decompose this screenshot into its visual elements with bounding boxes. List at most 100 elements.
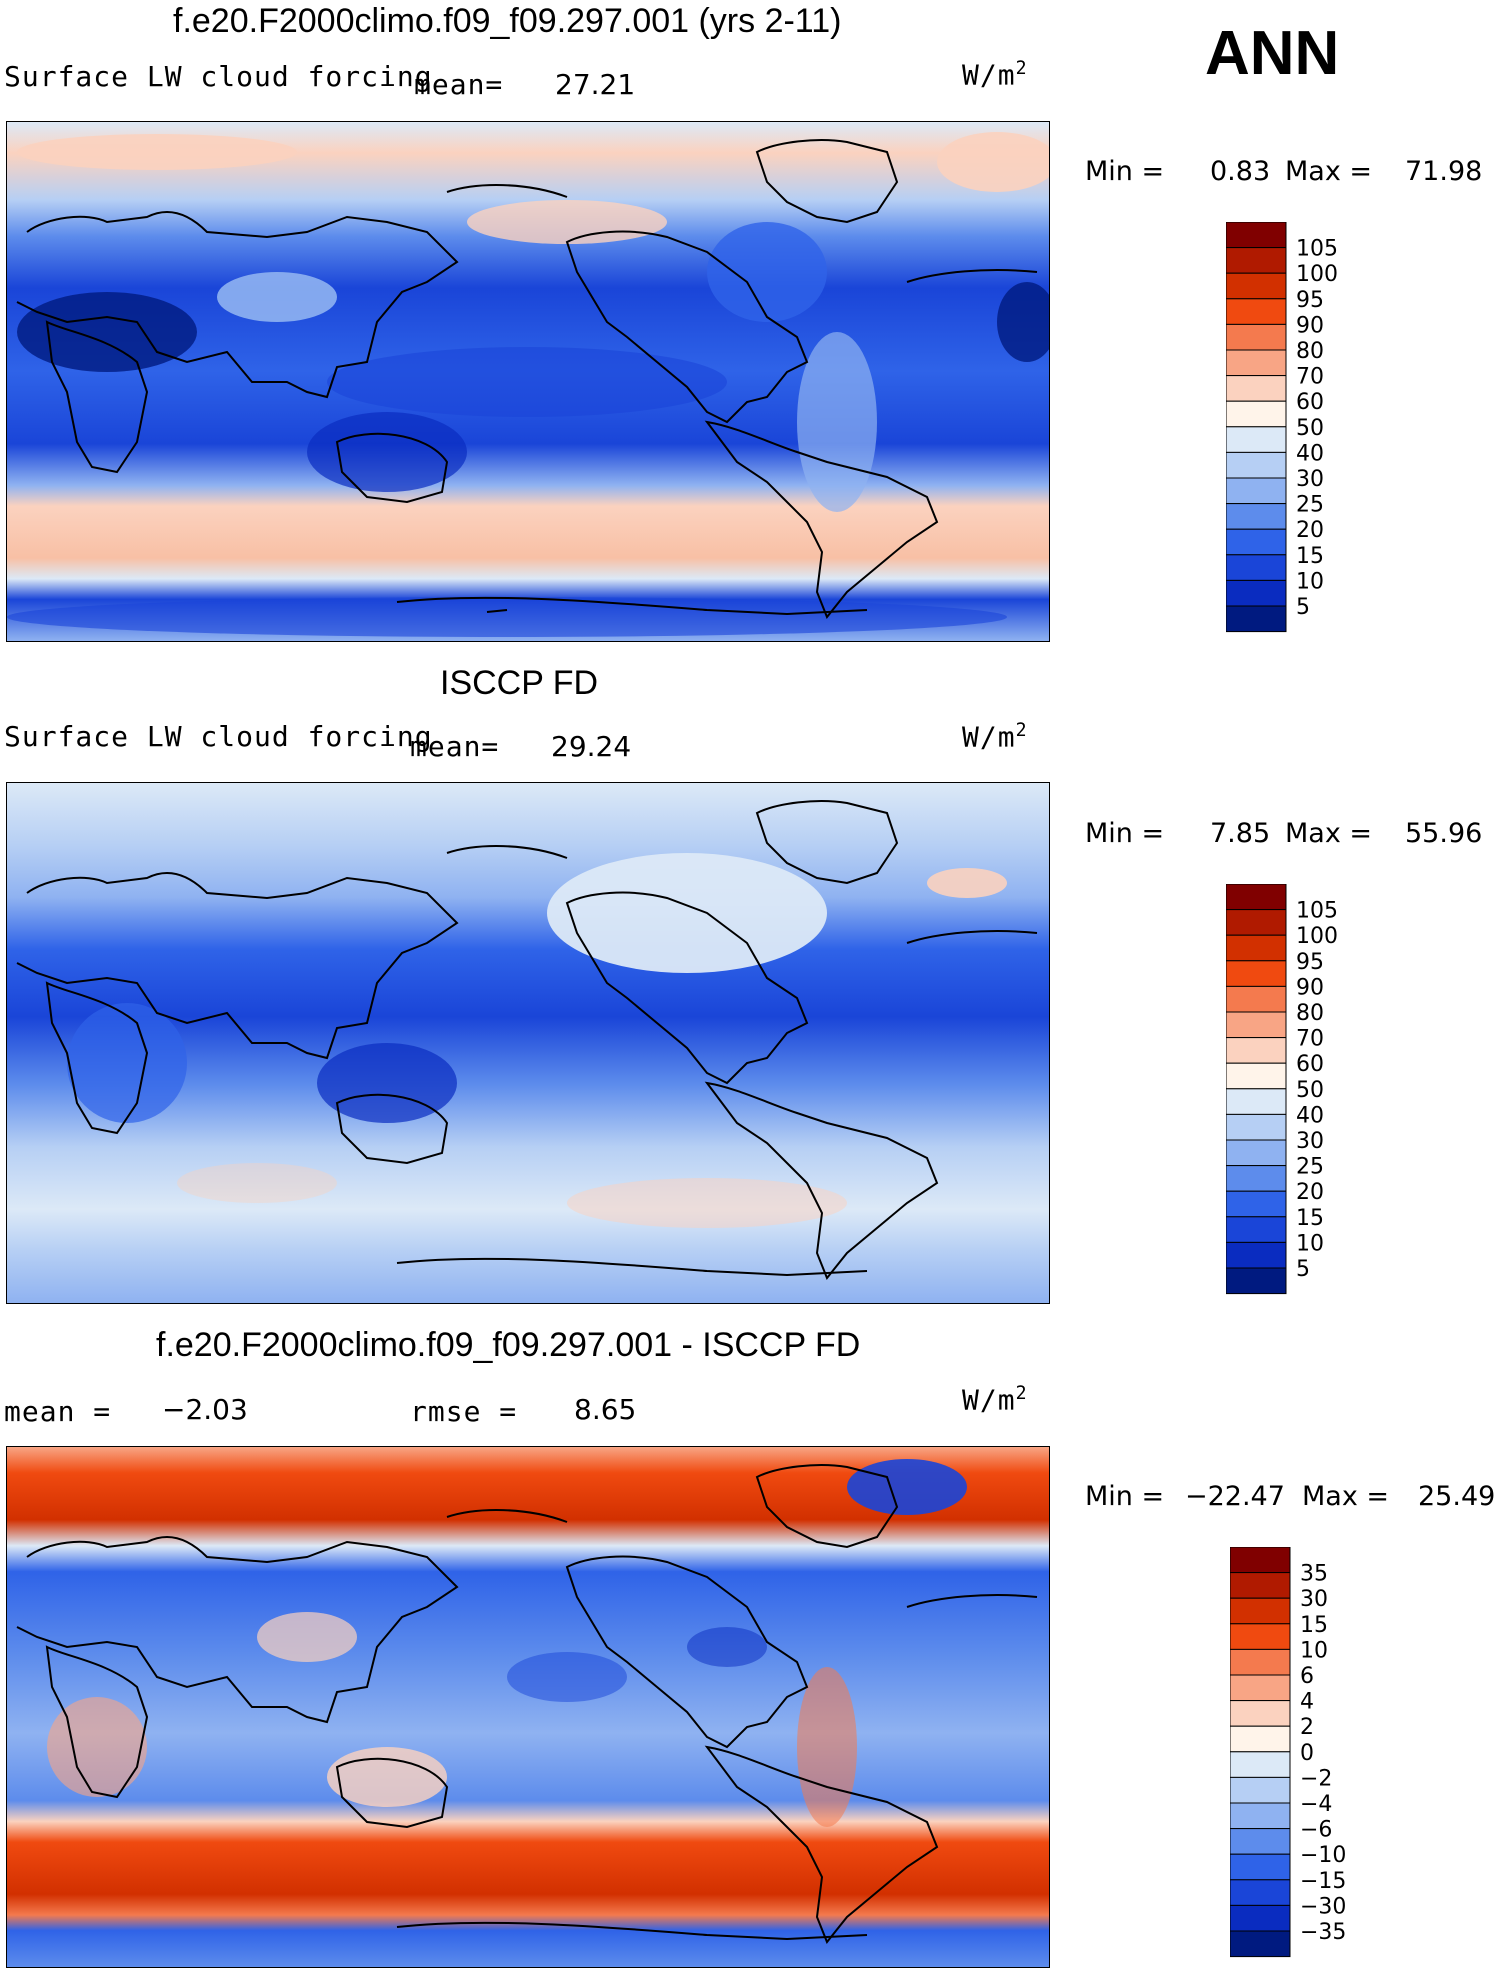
panel3-max-label: Max = xyxy=(1302,1481,1390,1512)
panel3-colorbar-box xyxy=(1229,1623,1291,1650)
panel3-rmse-label: rmse = xyxy=(410,1395,518,1428)
panel2-colorbar-box xyxy=(1225,1165,1287,1192)
panel2-colorbar-label: 20 xyxy=(1296,1180,1324,1205)
panel2-min-label: Min = xyxy=(1085,818,1165,849)
panel3-colorbar-box xyxy=(1229,1828,1291,1855)
panel1-units: W/m2 xyxy=(962,58,1028,92)
panel1-colorbar-label: 40 xyxy=(1296,441,1324,466)
panel3-colorbar-box xyxy=(1229,1930,1291,1958)
panel3-colorbar-label: −2 xyxy=(1300,1766,1332,1791)
panel1-coastlines xyxy=(16,139,1038,619)
panel1-colorbar-box xyxy=(1225,477,1287,505)
panel3-colorbar-box xyxy=(1229,1802,1291,1830)
panel1-map xyxy=(6,121,1050,642)
panel3-colorbar-box xyxy=(1229,1725,1291,1753)
panel3-colorbar-label: 10 xyxy=(1300,1638,1328,1663)
panel3-colorbar-label: 35 xyxy=(1300,1562,1328,1587)
panel2-max-value: 55.96 xyxy=(1405,818,1483,849)
panel2-colorbar-box xyxy=(1225,1088,1287,1115)
season-label: ANN xyxy=(1205,19,1340,88)
panel2-colorbar-label: 40 xyxy=(1296,1103,1324,1128)
panel1-colorbar-label: 70 xyxy=(1296,365,1324,390)
panel3-colorbar-label: −30 xyxy=(1300,1894,1346,1919)
panel1-colorbar-box xyxy=(1225,298,1287,325)
panel2-colorbar-label: 105 xyxy=(1296,899,1338,924)
panel2-colorbar-box xyxy=(1225,1139,1287,1167)
panel1-colorbar-label: 105 xyxy=(1296,237,1338,262)
panel3-coastlines xyxy=(16,1464,1038,1944)
panel2-colorbar-label: 50 xyxy=(1296,1078,1324,1103)
panel1-colorbar-box xyxy=(1225,349,1287,377)
panel2-coastlines xyxy=(16,800,1038,1280)
panel2-colorbar-label: 5 xyxy=(1296,1257,1310,1282)
panel2-colorbar-box xyxy=(1225,1037,1287,1064)
panel2-colorbar-label: 10 xyxy=(1296,1231,1324,1256)
panel3-colorbar-label: −10 xyxy=(1300,1843,1346,1868)
panel2-colorbar-label: 25 xyxy=(1296,1155,1324,1180)
panel3-colorbar-label: 15 xyxy=(1300,1613,1328,1638)
panel1-colorbar-box xyxy=(1225,221,1287,249)
panel3-field xyxy=(7,1447,1049,1967)
panel1-min-label: Min = xyxy=(1085,156,1165,187)
panel1-colorbar-label: 15 xyxy=(1296,544,1324,569)
panel1-max-label: Max = xyxy=(1285,156,1373,187)
panel3-mean-label: mean = xyxy=(4,1395,112,1428)
panel2-colorbar-box xyxy=(1225,1062,1287,1090)
panel2-colorbar-box xyxy=(1225,1011,1287,1039)
panel2-colorbar-box xyxy=(1225,909,1287,936)
panel3-title: f.e20.F2000climo.f09_f09.297.001 - ISCCP… xyxy=(156,1326,861,1364)
panel1-colorbar-label: 25 xyxy=(1296,493,1324,518)
panel1-colorbar-label: 30 xyxy=(1296,467,1324,492)
panel3-colorbar-label: −4 xyxy=(1300,1792,1332,1817)
panel3-map xyxy=(6,1446,1050,1968)
panel3-units: W/m2 xyxy=(962,1383,1028,1417)
panel2-colorbar-label: 15 xyxy=(1296,1206,1324,1231)
panel2-colorbar-label: 60 xyxy=(1296,1052,1324,1077)
panel1-colorbar-box xyxy=(1225,426,1287,453)
panel2-max-label: Max = xyxy=(1285,818,1373,849)
panel3-colorbar-label: −6 xyxy=(1300,1818,1332,1843)
panel1-colorbar-label: 10 xyxy=(1296,569,1324,594)
panel2-colorbar-box xyxy=(1225,883,1287,911)
panel1-max-value: 71.98 xyxy=(1405,156,1483,187)
panel3-colorbar: 35 30 15 10 6 4 2 0 −2 −4 −6 −10 −15 −30 −35 xyxy=(1229,1546,1420,1963)
panel3-mean-value: −2.03 xyxy=(162,1393,248,1426)
panel1-colorbar-label: 5 xyxy=(1296,595,1310,620)
panel1-colorbar-box xyxy=(1225,272,1287,300)
panel3-colorbar-label: 6 xyxy=(1300,1664,1314,1689)
panel1-variable: Surface LW cloud forcing xyxy=(4,60,433,93)
panel3-colorbar-box xyxy=(1229,1572,1291,1599)
panel1-colorbar-box xyxy=(1225,503,1287,530)
panel2-units: W/m2 xyxy=(962,720,1028,754)
panel2-colorbar-box xyxy=(1225,1241,1287,1269)
panel1-colorbar-box xyxy=(1225,247,1287,274)
panel2-colorbar-label: 90 xyxy=(1296,975,1324,1000)
panel3-colorbar-box xyxy=(1229,1776,1291,1804)
panel1-title: f.e20.F2000climo.f09_f09.297.001 (yrs 2-… xyxy=(173,2,842,40)
panel1-colorbar-label: 60 xyxy=(1296,390,1324,415)
panel1-colorbar-box xyxy=(1225,554,1287,581)
panel2-colorbar-box xyxy=(1225,985,1287,1013)
panel2-map-svg xyxy=(7,783,1049,1303)
panel2-mean-label: mean= xyxy=(410,730,500,763)
panel1-colorbar-box xyxy=(1225,528,1287,556)
panel1-colorbar-box xyxy=(1225,579,1287,607)
panel1-colorbar-box xyxy=(1225,400,1287,428)
panel3-colorbar-label: 30 xyxy=(1300,1587,1328,1612)
panel3-colorbar-label: −35 xyxy=(1300,1920,1346,1945)
panel1-colorbar-label: 100 xyxy=(1296,262,1338,287)
panel2-min-value: 7.85 xyxy=(1210,818,1271,849)
panel2-colorbar-box xyxy=(1225,934,1287,962)
panel3-colorbar-box xyxy=(1229,1853,1291,1881)
panel3-map-svg xyxy=(7,1447,1049,1967)
panel1-colorbar-label: 95 xyxy=(1296,288,1324,313)
panel3-colorbar-box xyxy=(1229,1674,1291,1702)
panel2-colorbar-label: 100 xyxy=(1296,924,1338,949)
panel2-colorbar-box xyxy=(1225,1267,1287,1295)
panel2-colorbar-label: 30 xyxy=(1296,1129,1324,1154)
panel3-min-label: Min = xyxy=(1085,1481,1165,1512)
panel1-colorbar-label: 50 xyxy=(1296,416,1324,441)
